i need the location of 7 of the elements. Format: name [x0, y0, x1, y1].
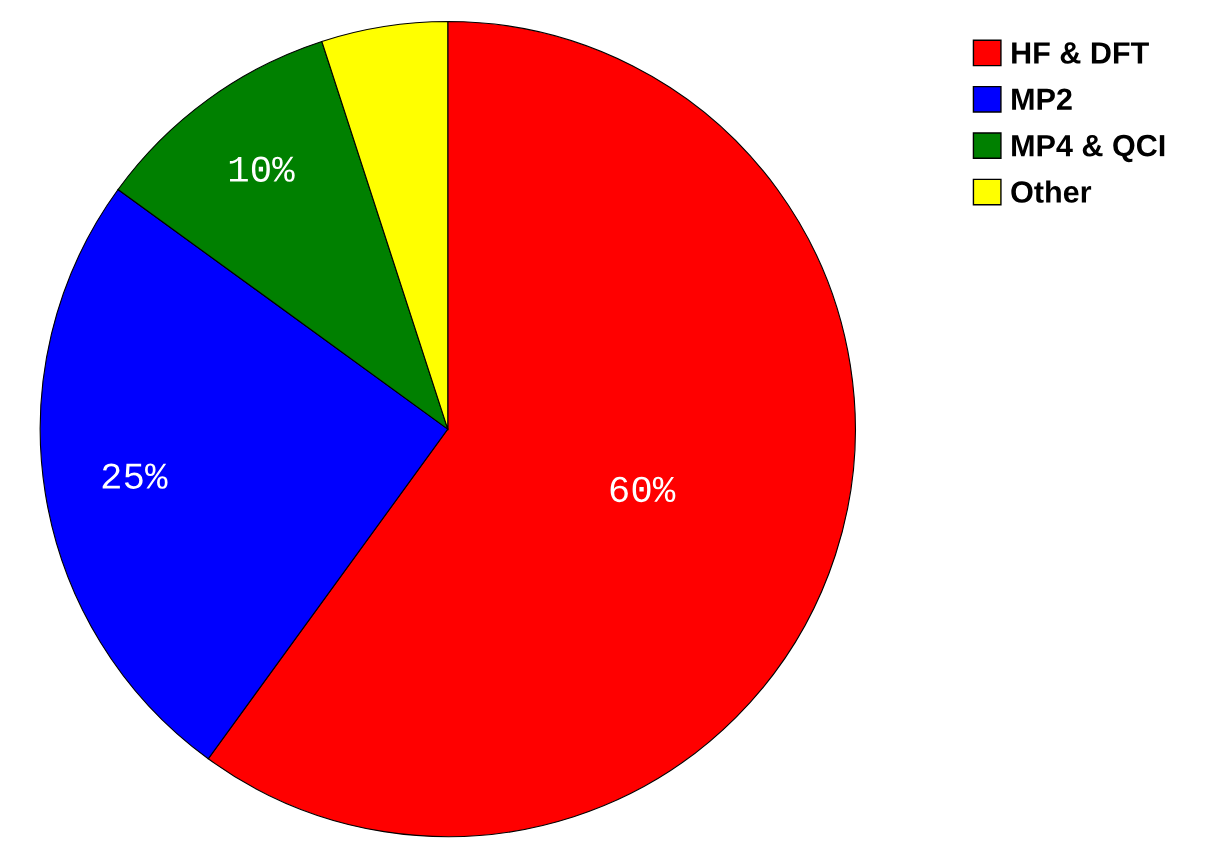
legend-label: MP4 & QCI	[1012, 134, 1165, 163]
data-label: 10%	[229, 156, 295, 182]
legend-label: HF & DFT	[1012, 42, 1149, 64]
data-label: 60%	[610, 476, 676, 503]
data-label: 25%	[102, 463, 168, 489]
legend-label: MP2	[1012, 88, 1072, 110]
legend-label: Other	[1011, 180, 1092, 203]
